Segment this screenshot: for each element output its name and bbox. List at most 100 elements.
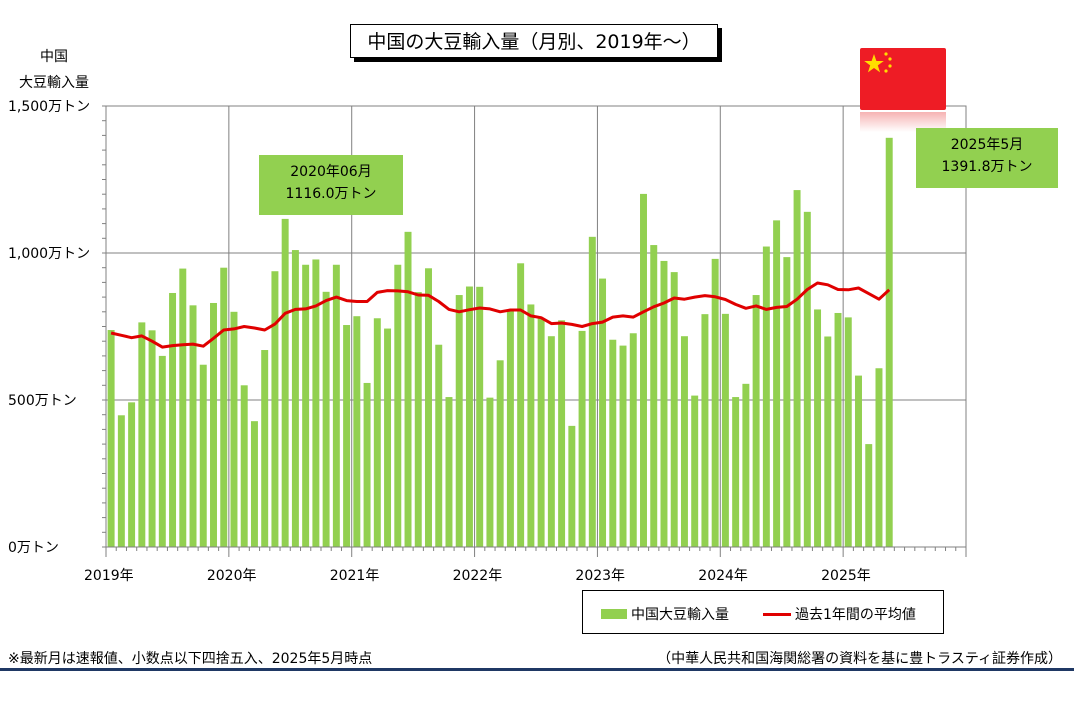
bar-series	[107, 137, 893, 548]
bar-mark	[332, 264, 340, 547]
bar-mark	[384, 328, 392, 547]
bar-mark	[138, 322, 146, 547]
bar-mark	[619, 345, 627, 547]
bar-mark	[650, 245, 658, 547]
bar-mark	[343, 325, 351, 547]
bar-mark	[578, 330, 586, 547]
bar-mark	[609, 339, 617, 547]
bar-mark	[701, 314, 709, 547]
latest-annotation-value: 1391.8万トン	[941, 159, 1033, 175]
bar-mark	[803, 211, 811, 547]
bar-mark	[865, 444, 873, 547]
bar-mark	[363, 382, 371, 547]
bar-mark	[885, 137, 893, 548]
bar-mark	[373, 318, 381, 547]
bar-mark	[732, 397, 740, 547]
legend-line-swatch	[763, 612, 791, 616]
peak-annotation-date: 2020年06月	[290, 164, 372, 180]
bar-mark	[107, 330, 115, 547]
y-axis-label: 中国 大豆輸入量	[14, 44, 94, 96]
bar-mark	[547, 336, 555, 547]
x-tick-label: 2025年	[821, 568, 871, 584]
bar-mark	[742, 383, 750, 547]
bar-mark	[762, 246, 770, 548]
bar-mark	[783, 257, 791, 547]
grid-lines	[106, 105, 966, 547]
x-tick-label: 2019年	[84, 568, 134, 584]
china-flag-icon	[860, 48, 946, 110]
average-line-series	[110, 281, 891, 349]
bar-mark	[588, 236, 596, 547]
latest-annotation-date: 2025年5月	[950, 137, 1024, 153]
x-tick-label: 2024年	[698, 568, 748, 584]
legend-line-label: 過去1年間の平均値	[795, 607, 916, 623]
bar-mark	[537, 318, 545, 547]
bar-mark	[527, 304, 535, 547]
bar-mark	[230, 311, 238, 547]
bar-mark	[640, 193, 647, 547]
legend-bar-swatch	[601, 609, 627, 619]
bar-mark	[250, 421, 258, 547]
bar-mark	[302, 264, 310, 547]
footnote-note: ※最新月は速報値、小数点以下四捨五入、2025年5月時点	[8, 651, 373, 667]
bar-mark	[199, 364, 207, 547]
bar-mark	[261, 350, 269, 547]
axes: 0万トン 500万トン 1,000万トン 1,500万トン 2019年 2020年 2021…	[8, 99, 967, 584]
peak-annotation: 2020年06月 1116.0万トン	[259, 155, 403, 215]
chart-title: 中国の大豆輸入量（月別、2019年～）	[350, 24, 718, 58]
bar-mark	[476, 286, 484, 547]
y-tick-label: 500万トン	[8, 393, 77, 409]
bar-mark	[312, 259, 320, 547]
bar-mark	[711, 258, 719, 547]
bar-mark	[281, 218, 289, 547]
bar-mark	[824, 336, 832, 547]
bar-mark	[773, 220, 781, 547]
average-line	[110, 281, 891, 349]
x-tick-label: 2022年	[453, 568, 503, 584]
bar-mark	[506, 310, 514, 547]
y-tick-label: 1,000万トン	[8, 246, 90, 262]
y-axis-label-line2: 大豆輸入量	[19, 75, 89, 91]
footnote-source: （中華人民共和国海関総署の資料を基に豊トラスティ証券作成）	[657, 651, 1062, 667]
bar-mark	[691, 395, 699, 547]
bar-mark	[834, 312, 842, 547]
bar-mark	[353, 316, 361, 547]
bar-mark	[210, 302, 217, 547]
bar-mark	[414, 292, 422, 547]
legend-item-line: 過去1年間の平均値	[763, 604, 916, 624]
bar-mark	[752, 295, 760, 547]
bar-mark	[240, 385, 248, 547]
bar-mark	[670, 272, 678, 547]
bar-mark	[855, 375, 862, 547]
bar-mark	[486, 397, 494, 547]
peak-annotation-value: 1116.0万トン	[285, 186, 377, 202]
bar-mark	[465, 286, 473, 547]
bar-mark	[599, 278, 607, 547]
bar-mark	[629, 333, 637, 547]
bar-mark	[435, 344, 443, 547]
bar-mark	[148, 330, 156, 547]
bar-mark	[721, 313, 729, 547]
bar-mark	[394, 264, 402, 547]
bar-mark	[271, 271, 279, 547]
bar-mark	[814, 309, 822, 547]
chart-legend: 中国大豆輸入量 過去1年間の平均値	[582, 590, 944, 634]
y-tick-label: 1,500万トン	[8, 99, 90, 115]
y-tick-label: 0万トン	[8, 540, 59, 556]
bar-mark	[517, 263, 525, 547]
x-tick-label: 2023年	[575, 568, 625, 584]
legend-item-bar: 中国大豆輸入量	[601, 604, 729, 624]
bar-mark	[220, 267, 228, 547]
legend-bar-label: 中国大豆輸入量	[631, 607, 729, 623]
bar-mark	[875, 368, 883, 547]
bar-mark	[322, 291, 330, 547]
bar-mark	[680, 336, 688, 547]
y-axis-label-line1: 中国	[40, 49, 68, 65]
bar-mark	[568, 425, 576, 547]
bar-mark	[117, 415, 125, 547]
bar-mark	[660, 260, 668, 547]
x-tick-label: 2020年	[207, 568, 257, 584]
latest-annotation: 2025年5月 1391.8万トン	[916, 128, 1058, 188]
bar-mark	[158, 355, 166, 547]
